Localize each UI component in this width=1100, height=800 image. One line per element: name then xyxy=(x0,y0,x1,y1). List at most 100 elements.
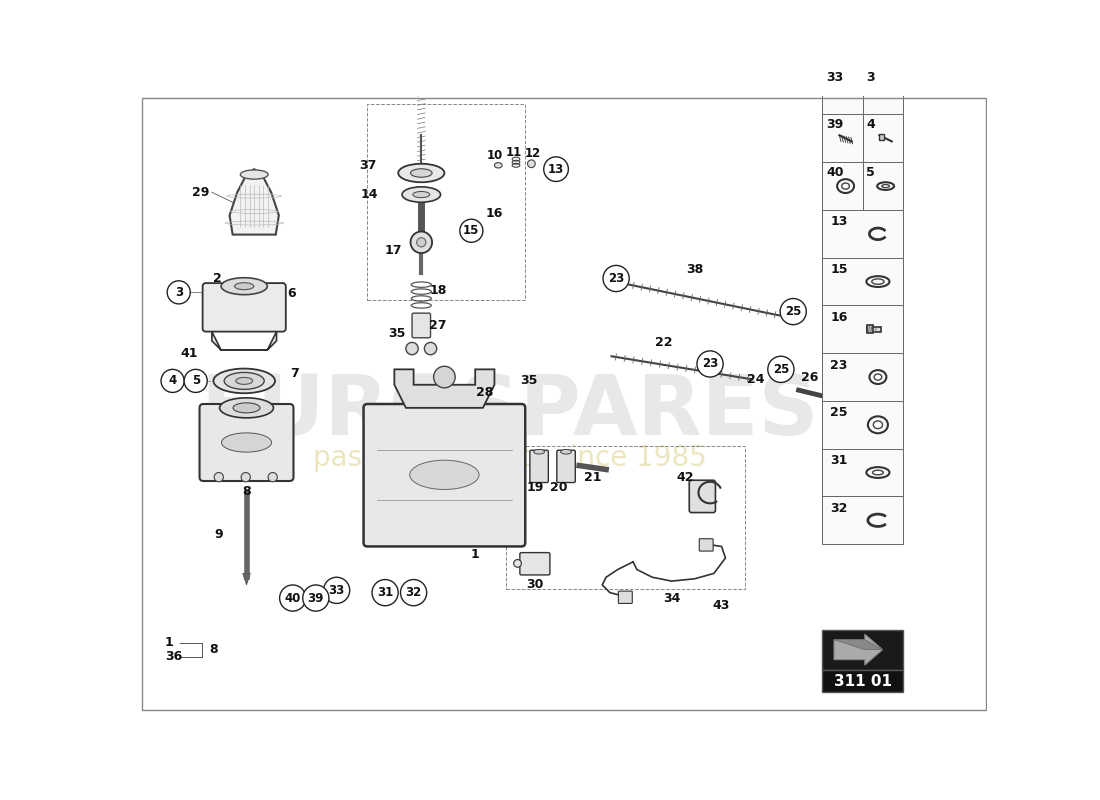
Text: 23: 23 xyxy=(702,358,718,370)
Ellipse shape xyxy=(495,162,503,168)
Text: 8: 8 xyxy=(242,485,251,498)
Bar xyxy=(823,162,862,210)
Text: 32: 32 xyxy=(830,502,847,515)
Text: 38: 38 xyxy=(686,262,703,276)
Bar xyxy=(823,353,902,401)
Polygon shape xyxy=(834,634,882,665)
Text: 7: 7 xyxy=(290,366,298,380)
Circle shape xyxy=(302,585,329,611)
Text: 8: 8 xyxy=(209,643,218,656)
Ellipse shape xyxy=(412,191,430,198)
Bar xyxy=(823,401,902,449)
Bar xyxy=(862,114,902,162)
Text: 20: 20 xyxy=(550,481,568,494)
Text: 42: 42 xyxy=(676,470,694,484)
Ellipse shape xyxy=(534,450,544,454)
Ellipse shape xyxy=(561,450,572,454)
Polygon shape xyxy=(880,134,884,140)
Circle shape xyxy=(543,157,569,182)
Circle shape xyxy=(425,342,437,354)
Bar xyxy=(823,630,902,670)
Polygon shape xyxy=(395,370,495,408)
Text: 17: 17 xyxy=(385,243,403,257)
Text: 25: 25 xyxy=(785,305,802,318)
Circle shape xyxy=(460,219,483,242)
Ellipse shape xyxy=(398,164,444,182)
Circle shape xyxy=(268,473,277,482)
Text: passion for parts since 1985: passion for parts since 1985 xyxy=(314,444,706,472)
Ellipse shape xyxy=(233,403,260,413)
Ellipse shape xyxy=(224,373,264,390)
Text: 10: 10 xyxy=(486,149,503,162)
Polygon shape xyxy=(867,327,881,332)
Circle shape xyxy=(400,579,427,606)
Text: 31: 31 xyxy=(377,586,393,599)
Text: 39: 39 xyxy=(826,118,844,131)
Polygon shape xyxy=(839,86,844,94)
Circle shape xyxy=(697,351,723,377)
Circle shape xyxy=(184,370,207,393)
FancyBboxPatch shape xyxy=(412,313,430,338)
Text: EUROSPARES: EUROSPARES xyxy=(200,371,820,452)
Text: 4: 4 xyxy=(867,118,876,131)
Text: 40: 40 xyxy=(826,166,844,179)
Text: 33: 33 xyxy=(329,584,344,597)
Circle shape xyxy=(167,281,190,304)
Text: 40: 40 xyxy=(285,591,301,605)
Ellipse shape xyxy=(514,559,521,567)
Text: 24: 24 xyxy=(748,373,764,386)
Text: 27: 27 xyxy=(429,319,447,332)
Circle shape xyxy=(279,585,306,611)
Polygon shape xyxy=(230,169,279,234)
FancyBboxPatch shape xyxy=(202,283,286,332)
Ellipse shape xyxy=(410,460,480,490)
Circle shape xyxy=(323,578,350,603)
Text: 11: 11 xyxy=(506,146,521,158)
Text: 15: 15 xyxy=(830,263,848,276)
Text: 5: 5 xyxy=(191,374,200,387)
Bar xyxy=(823,210,902,258)
Text: 23: 23 xyxy=(608,272,624,285)
Ellipse shape xyxy=(241,170,268,179)
Text: 31: 31 xyxy=(830,454,847,467)
Text: 16: 16 xyxy=(830,311,847,324)
Bar xyxy=(506,446,745,589)
Text: 12: 12 xyxy=(525,147,541,160)
Bar xyxy=(862,162,902,210)
Text: 39: 39 xyxy=(308,591,324,605)
Circle shape xyxy=(433,366,455,388)
Circle shape xyxy=(214,473,223,482)
Polygon shape xyxy=(212,332,276,350)
Ellipse shape xyxy=(221,433,272,452)
Bar xyxy=(823,306,902,353)
Text: 1: 1 xyxy=(471,548,480,561)
Bar xyxy=(823,496,902,544)
Circle shape xyxy=(406,342,418,354)
Text: 9: 9 xyxy=(214,529,223,542)
Text: 4: 4 xyxy=(168,374,177,387)
Text: 26: 26 xyxy=(802,370,818,383)
Text: 5: 5 xyxy=(867,166,876,179)
Text: 13: 13 xyxy=(830,215,847,228)
Bar xyxy=(823,449,902,496)
Text: 3: 3 xyxy=(867,70,875,84)
Text: 29: 29 xyxy=(191,186,209,198)
Bar xyxy=(862,66,902,114)
FancyBboxPatch shape xyxy=(530,450,548,482)
Circle shape xyxy=(410,231,432,253)
Ellipse shape xyxy=(235,378,253,384)
Text: 35: 35 xyxy=(520,374,538,387)
Bar xyxy=(823,66,862,114)
Circle shape xyxy=(417,238,426,247)
Text: 14: 14 xyxy=(361,188,378,201)
Bar xyxy=(823,258,902,306)
FancyBboxPatch shape xyxy=(363,404,526,546)
Polygon shape xyxy=(867,326,873,333)
Ellipse shape xyxy=(403,187,440,202)
Text: 43: 43 xyxy=(713,599,730,612)
Circle shape xyxy=(372,579,398,606)
FancyBboxPatch shape xyxy=(520,553,550,575)
Circle shape xyxy=(241,473,251,482)
Text: 35: 35 xyxy=(388,326,405,340)
Ellipse shape xyxy=(234,282,254,290)
